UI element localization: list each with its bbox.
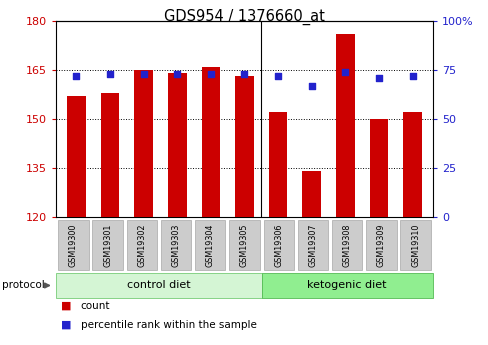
Bar bbox=[168, 73, 186, 217]
Text: GSM19302: GSM19302 bbox=[137, 223, 146, 267]
Point bbox=[140, 71, 147, 77]
Text: GSM19309: GSM19309 bbox=[376, 223, 385, 267]
Bar bbox=[101, 93, 119, 217]
Text: GSM19305: GSM19305 bbox=[240, 223, 248, 267]
Point bbox=[206, 71, 214, 77]
Text: GSM19306: GSM19306 bbox=[274, 224, 283, 267]
Text: ■: ■ bbox=[61, 320, 71, 330]
Text: GSM19304: GSM19304 bbox=[205, 224, 214, 267]
Bar bbox=[201, 67, 220, 217]
Text: GSM19307: GSM19307 bbox=[308, 223, 317, 267]
Point bbox=[106, 71, 114, 77]
Text: GSM19303: GSM19303 bbox=[171, 224, 180, 267]
Bar bbox=[235, 77, 253, 217]
Text: GSM19301: GSM19301 bbox=[103, 224, 112, 267]
Point bbox=[307, 83, 315, 88]
Text: control diet: control diet bbox=[127, 280, 190, 290]
Bar bbox=[268, 112, 287, 217]
Text: GSM19300: GSM19300 bbox=[69, 224, 78, 267]
Text: ■: ■ bbox=[61, 301, 71, 311]
Point bbox=[72, 73, 80, 79]
Text: protocol: protocol bbox=[2, 280, 45, 290]
Point bbox=[374, 75, 382, 80]
Text: GDS954 / 1376660_at: GDS954 / 1376660_at bbox=[164, 9, 324, 25]
Text: GSM19310: GSM19310 bbox=[410, 224, 419, 267]
Bar bbox=[134, 70, 153, 217]
Bar bbox=[67, 96, 85, 217]
Point bbox=[274, 73, 282, 79]
Point bbox=[341, 69, 348, 75]
Point bbox=[173, 71, 181, 77]
Text: ketogenic diet: ketogenic diet bbox=[307, 280, 386, 290]
Bar bbox=[403, 112, 421, 217]
Text: count: count bbox=[81, 301, 110, 311]
Bar bbox=[369, 119, 387, 217]
Point bbox=[240, 71, 248, 77]
Text: GSM19308: GSM19308 bbox=[342, 224, 351, 267]
Bar bbox=[335, 34, 354, 217]
Bar bbox=[302, 171, 320, 217]
Text: percentile rank within the sample: percentile rank within the sample bbox=[81, 320, 256, 330]
Point bbox=[408, 73, 416, 79]
